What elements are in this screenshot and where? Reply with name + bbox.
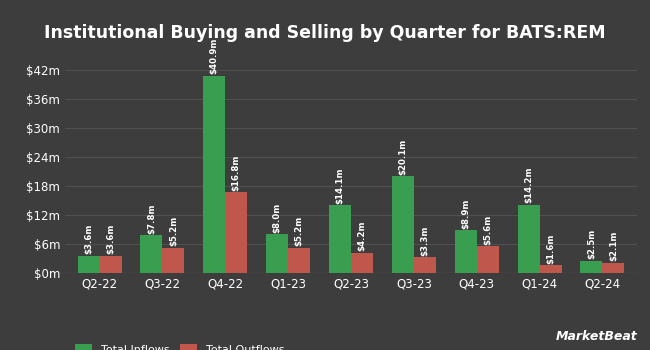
Bar [140,236,162,273]
Text: $5.2m: $5.2m [169,216,178,246]
Bar [414,257,436,273]
Bar [226,192,247,273]
Text: $3.3m: $3.3m [421,225,430,256]
Text: $8.0m: $8.0m [272,203,281,233]
Text: $5.2m: $5.2m [294,216,304,246]
Text: $8.9m: $8.9m [462,198,470,229]
Text: $3.6m: $3.6m [84,224,93,254]
Bar [99,256,122,273]
Text: $5.6m: $5.6m [483,214,492,245]
Bar [517,204,539,273]
Bar [77,256,99,273]
Text: $7.8m: $7.8m [147,203,156,234]
Bar [288,248,310,273]
Bar [603,263,625,273]
Text: $14.2m: $14.2m [524,167,533,203]
Bar [162,248,185,273]
Text: $4.2m: $4.2m [358,221,367,251]
Text: $2.5m: $2.5m [587,229,596,259]
Text: $2.1m: $2.1m [609,231,618,261]
Bar [351,253,373,273]
Legend: Total Inflows, Total Outflows: Total Inflows, Total Outflows [71,339,289,350]
Bar [540,265,562,273]
Text: Institutional Buying and Selling by Quarter for BATS:REM: Institutional Buying and Selling by Quar… [44,25,606,42]
Bar [455,230,476,273]
Bar [580,261,603,273]
Text: MarketBeat: MarketBeat [555,330,637,343]
Text: $16.8m: $16.8m [232,154,240,190]
Bar [203,76,226,273]
Text: $14.1m: $14.1m [335,167,345,204]
Bar [476,246,499,273]
Text: $1.6m: $1.6m [546,233,555,264]
Bar [329,205,351,273]
Bar [392,176,414,273]
Text: $20.1m: $20.1m [398,138,408,175]
Text: $3.6m: $3.6m [106,224,115,254]
Text: $40.9m: $40.9m [210,38,219,74]
Bar [266,234,288,273]
